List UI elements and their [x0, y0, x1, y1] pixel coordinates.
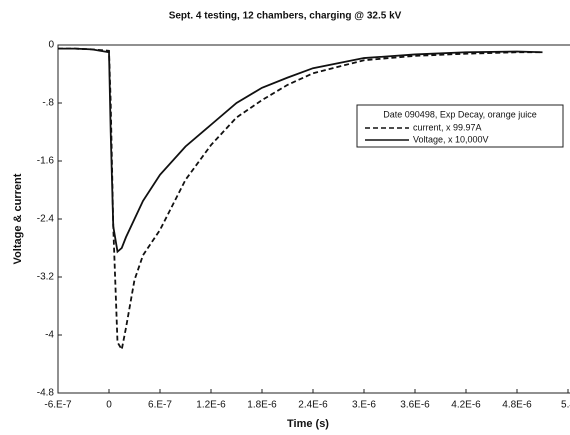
- y-tick-label: -2.4: [37, 214, 55, 225]
- x-tick-label: 5.4: [561, 400, 570, 411]
- x-tick-label: 1.2E-6: [196, 400, 226, 411]
- y-tick-label: 0: [48, 40, 54, 51]
- y-tick-label: -.8: [42, 98, 54, 109]
- legend-title: Date 090498, Exp Decay, orange juice: [383, 109, 536, 119]
- x-tick-label: 6.E-7: [148, 400, 172, 411]
- x-axis-label: Time (s): [287, 418, 329, 430]
- series-line: [58, 47, 543, 353]
- legend-label: current, x 99.97A: [413, 122, 482, 132]
- legend: Date 090498, Exp Decay, orange juice curr…: [356, 104, 564, 148]
- x-tick-label: 3.E-6: [352, 400, 376, 411]
- series-line: [58, 47, 543, 254]
- x-tick-label: 2.4E-6: [298, 400, 328, 411]
- legend-label: Voltage, x 10,000V: [413, 134, 489, 144]
- chart-title: Sept. 4 testing, 12 chambers, charging @…: [169, 11, 402, 22]
- y-tick-label: -3.2: [37, 272, 55, 283]
- y-tick-label: -4: [45, 330, 54, 341]
- x-tick-label: 1.8E-6: [247, 400, 277, 411]
- x-tick-label: -6.E-7: [44, 400, 72, 411]
- x-tick-label: 4.2E-6: [451, 400, 481, 411]
- x-tick-label: 0: [106, 400, 112, 411]
- x-tick-label: 4.8E-6: [502, 400, 532, 411]
- x-tick-label: 3.6E-6: [400, 400, 430, 411]
- y-tick-label: -4.8: [37, 388, 55, 399]
- y-tick-label: -1.6: [37, 156, 55, 167]
- y-axis-label: Voltage & current: [12, 173, 24, 264]
